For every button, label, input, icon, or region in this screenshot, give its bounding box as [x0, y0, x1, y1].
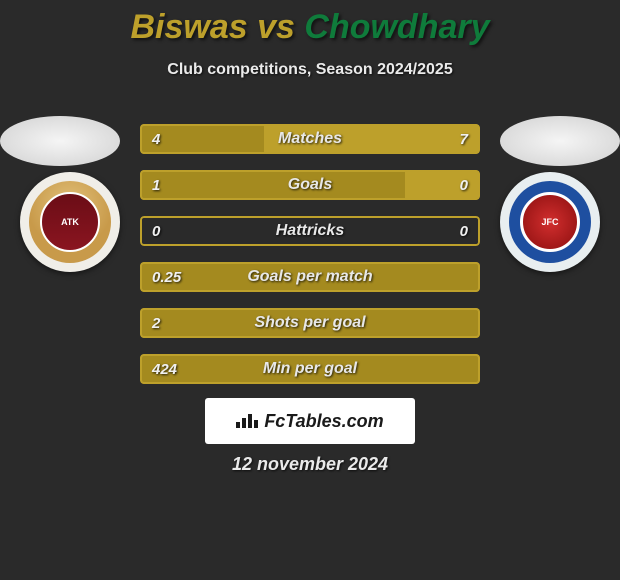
stat-label: Shots per goal — [140, 308, 480, 338]
player2-photo-placeholder — [500, 116, 620, 166]
stats-bars-container: 47Matches 10Goals 00Hattricks 0.25Goals per… — [140, 124, 480, 400]
watermark-text: FcTables.com — [264, 411, 383, 432]
subtitle: Club competitions, Season 2024/2025 — [0, 61, 620, 79]
player1-photo-placeholder — [0, 116, 120, 166]
stat-label: Matches — [140, 124, 480, 154]
stat-row: 10Goals — [140, 170, 480, 200]
watermark-badge: FcTables.com — [205, 398, 415, 444]
player2-club-crest: JFC — [500, 172, 600, 272]
date-label: 12 november 2024 — [0, 454, 620, 475]
crest-core: JFC — [520, 192, 580, 252]
player1-club-crest: ATK — [20, 172, 120, 272]
stat-label: Goals — [140, 170, 480, 200]
stat-row: 0.25Goals per match — [140, 262, 480, 292]
crest-ring: ATK — [29, 181, 111, 263]
crest-core: ATK — [40, 192, 100, 252]
stat-row: 424Min per goal — [140, 354, 480, 384]
stat-label: Hattricks — [140, 216, 480, 246]
crest-ring: JFC — [509, 181, 591, 263]
stat-row: 47Matches — [140, 124, 480, 154]
stat-label: Min per goal — [140, 354, 480, 384]
stat-row: 00Hattricks — [140, 216, 480, 246]
title-player2: Chowdhary — [304, 8, 489, 46]
bar-chart-icon — [236, 414, 258, 428]
page-title: Biswas vs Chowdhary — [0, 0, 620, 47]
title-player1: Biswas — [130, 8, 247, 46]
stat-row: 2Shots per goal — [140, 308, 480, 338]
title-vs: vs — [257, 8, 295, 46]
stat-label: Goals per match — [140, 262, 480, 292]
